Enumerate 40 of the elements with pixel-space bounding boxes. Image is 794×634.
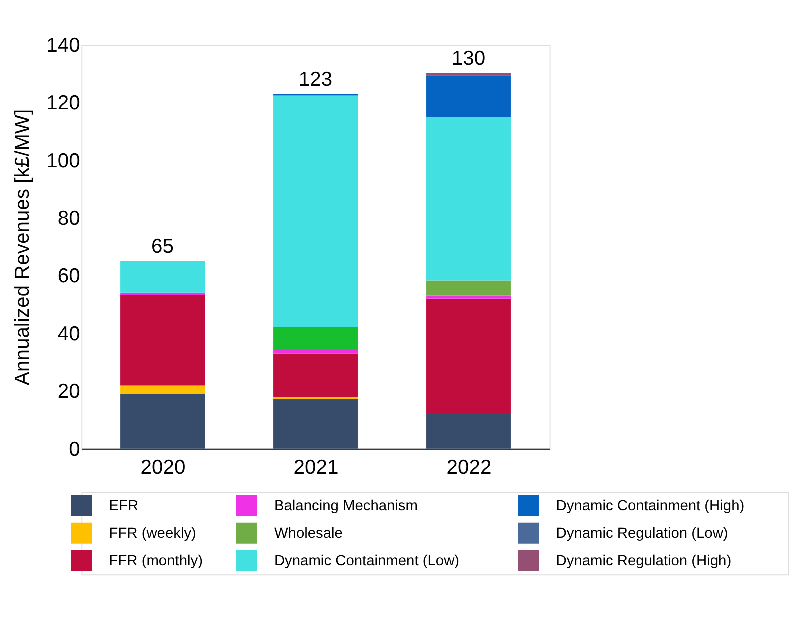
total-label: 130	[452, 48, 486, 70]
y-tick-label: 100	[46, 150, 80, 172]
legend-label: Wholesale	[274, 526, 343, 542]
bar	[274, 350, 358, 354]
x-tick-label: 2021	[294, 457, 339, 480]
legend-label: Dynamic Regulation (High)	[556, 553, 732, 570]
legend-label: Balancing Mechanism	[274, 498, 418, 514]
legend-label: FFR (weekly)	[109, 526, 196, 542]
legend-label: FFR (monthly)	[109, 553, 203, 570]
bar	[120, 292, 205, 296]
x-tick-label: 2022	[446, 457, 492, 480]
legend-label: Dynamic Containment (Low)	[274, 553, 460, 570]
legend-label: EFR	[109, 498, 139, 514]
total-label: 65	[152, 236, 174, 258]
x-tick-label: 2020	[140, 457, 186, 480]
bar	[426, 76, 511, 118]
bar	[426, 298, 511, 414]
bar	[426, 117, 511, 281]
total-label: 123	[298, 68, 333, 91]
y-tick-label: 20	[58, 381, 80, 404]
bar	[426, 280, 511, 296]
y-axis-title: Annualized Revenues [k£/MW]	[12, 109, 34, 386]
legend-label: Dynamic Containment (High)	[556, 498, 745, 514]
bar	[426, 413, 511, 449]
bar	[274, 96, 358, 328]
legend-label: Dynamic Regulation (Low)	[556, 526, 728, 542]
y-tick-label: 60	[58, 266, 80, 288]
y-tick-label: 40	[58, 323, 80, 346]
bar	[426, 296, 511, 299]
bar	[120, 394, 205, 449]
y-tick-label: 80	[58, 208, 80, 230]
bar	[120, 386, 205, 394]
bar	[274, 327, 358, 350]
bar	[274, 354, 358, 397]
bar	[274, 399, 358, 449]
bar	[120, 261, 205, 293]
y-tick-label: 140	[46, 34, 80, 57]
bar	[120, 295, 205, 386]
y-tick-label: 0	[69, 438, 80, 461]
y-tick-label: 120	[46, 92, 80, 115]
